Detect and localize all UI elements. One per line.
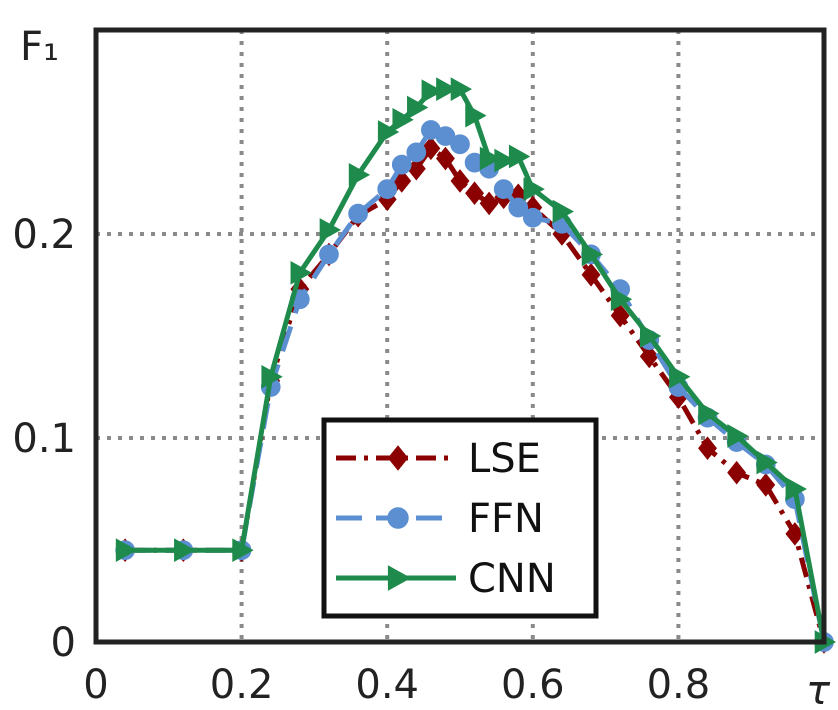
data-point-lse — [465, 181, 485, 206]
data-point-cnn — [392, 107, 414, 132]
data-point-lse — [698, 436, 717, 461]
data-point-ffn — [377, 179, 398, 199]
data-point-lse — [421, 136, 441, 161]
data-point-cnn — [232, 538, 254, 563]
x-tick-label: 0 — [83, 662, 108, 708]
x-tick-label: 0.6 — [501, 662, 565, 708]
plot-frame — [93, 27, 827, 645]
y-tick-label: 0.2 — [12, 212, 76, 258]
series-group — [115, 77, 837, 654]
data-point-ffn — [319, 244, 339, 265]
data-point-cnn — [465, 103, 487, 128]
data-point-cnn — [494, 148, 516, 173]
data-point-cnn — [727, 424, 749, 448]
data-point-cnn — [508, 144, 531, 169]
legend-item-cnn: CNN — [336, 556, 556, 602]
data-point-cnn — [639, 324, 662, 348]
data-point-cnn — [348, 162, 371, 187]
data-point-ffn — [493, 179, 514, 199]
y-tick-label: 0 — [51, 620, 76, 666]
x-tick-label: 0.2 — [210, 662, 274, 708]
data-point-lse — [581, 262, 601, 287]
tick-labels: 0 0.2 0.4 0.6 0.8 0 0.1 0.2 — [12, 212, 710, 708]
data-point-cnn — [610, 287, 633, 312]
legend-label: FFN — [468, 496, 544, 542]
x-axis-label: τ — [806, 668, 831, 710]
series-line-cnn — [125, 86, 827, 643]
data-point-cnn — [436, 77, 458, 102]
data-point-lse — [639, 344, 659, 369]
data-point-lse — [450, 169, 470, 193]
y-axis-label: F₁ — [20, 24, 59, 70]
data-point-cnn — [698, 401, 720, 426]
x-tick-label: 0.4 — [355, 662, 419, 708]
data-point-cnn — [669, 364, 691, 389]
data-point-lse — [756, 473, 776, 497]
legend-swatch-marker — [387, 507, 409, 529]
data-point-cnn — [377, 120, 400, 144]
data-point-cnn — [421, 79, 443, 104]
data-point-cnn — [479, 146, 502, 171]
data-point-ffn — [391, 154, 412, 175]
data-point-cnn — [115, 538, 138, 563]
legend-swatch-marker — [387, 565, 412, 591]
data-point-ffn — [348, 203, 368, 224]
y-tick-label: 0.1 — [12, 416, 76, 462]
legend-item-lse: LSE — [336, 436, 541, 482]
data-point-ffn — [522, 207, 543, 228]
legend-item-ffn: FFN — [336, 496, 544, 542]
data-point-lse — [435, 146, 455, 171]
data-point-ffn — [450, 134, 470, 155]
data-point-cnn — [552, 199, 574, 224]
data-point-cnn — [290, 260, 312, 285]
data-point-cnn — [581, 242, 604, 267]
data-point-cnn — [523, 177, 545, 201]
data-point-cnn — [450, 77, 473, 102]
legend-swatch-marker — [387, 445, 409, 471]
legend-label: CNN — [468, 556, 556, 602]
data-point-cnn — [319, 218, 341, 242]
legend-box — [321, 417, 599, 619]
series-line-lse — [125, 145, 827, 643]
legend: LSE FFN CNN — [321, 417, 599, 619]
x-tick-label: 0.8 — [647, 662, 711, 708]
data-point-cnn — [785, 477, 807, 501]
data-point-cnn — [756, 450, 778, 475]
data-point-cnn — [174, 538, 196, 563]
series-cnn — [115, 77, 837, 654]
data-point-ffn — [406, 142, 427, 163]
data-point-lse — [610, 303, 630, 328]
legend-label: LSE — [468, 436, 541, 482]
data-point-lse — [479, 191, 499, 216]
data-point-lse — [727, 460, 747, 485]
data-point-ffn — [508, 197, 529, 218]
data-point-cnn — [261, 364, 283, 389]
data-point-cnn — [407, 95, 429, 120]
